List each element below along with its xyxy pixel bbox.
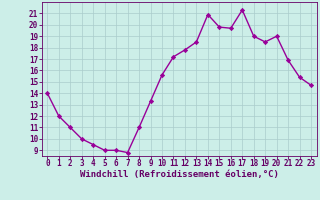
X-axis label: Windchill (Refroidissement éolien,°C): Windchill (Refroidissement éolien,°C) xyxy=(80,170,279,179)
